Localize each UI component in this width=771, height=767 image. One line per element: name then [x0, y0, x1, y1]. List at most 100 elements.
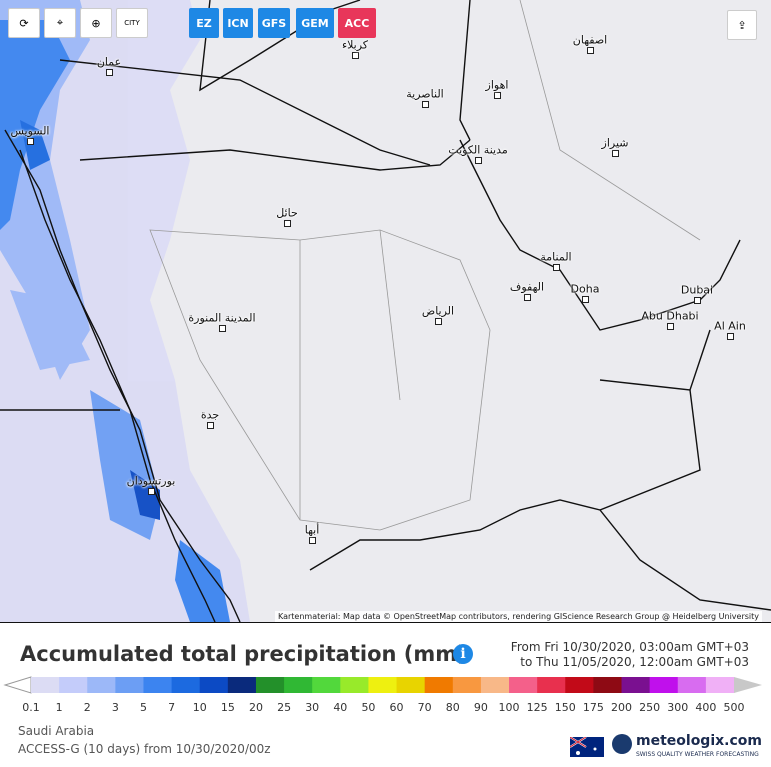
city-label: الرياض [421, 304, 455, 318]
colorbar-tick-label: 1 [56, 701, 63, 714]
city-label: جدة [200, 408, 220, 422]
colorbar-tick-label: 2 [84, 701, 91, 714]
locate-button[interactable]: ⌖ [44, 8, 76, 38]
colorbar-tick-label: 250 [639, 701, 660, 714]
colorbar-under [3, 676, 32, 694]
city-marker [27, 138, 34, 145]
colorbar-segment [565, 677, 594, 693]
city-label: Dubai [680, 283, 714, 297]
colorbar-segment [396, 677, 426, 693]
colorbar-segment [705, 677, 735, 693]
legend-title: Accumulated total precipitation (mm) [20, 642, 467, 666]
colorbar-tick-label: 175 [583, 701, 604, 714]
city-label: مدينة الكويت [448, 143, 508, 157]
city-label: اهواز [485, 78, 509, 92]
zoom-button[interactable]: ⊕ [80, 8, 112, 38]
colorbar-segment [31, 677, 60, 693]
city-marker [219, 325, 226, 332]
city-marker [524, 294, 531, 301]
refresh-button[interactable]: ⟳ [8, 8, 40, 38]
colorbar-tick-label: 3 [112, 701, 119, 714]
model-button[interactable]: GFS [258, 8, 290, 38]
city-marker [612, 150, 619, 157]
city-marker [422, 101, 429, 108]
city-marker [207, 422, 214, 429]
city-marker [284, 220, 291, 227]
colorbar-segment [143, 677, 173, 693]
colorbar-segment [340, 677, 369, 693]
flag-icon [570, 737, 604, 757]
model-button[interactable]: ICN [223, 8, 253, 38]
colorbar-segment [677, 677, 707, 693]
attribution: Kartenmaterial: Map data © OpenStreetMap… [274, 611, 762, 622]
colorbar-segment [424, 677, 454, 693]
city-label: Doha [570, 282, 600, 296]
precipitation [0, 0, 250, 622]
colorbar-tick-label: 40 [333, 701, 347, 714]
city-button[interactable]: CITY [116, 8, 148, 38]
map-graphics [0, 0, 771, 622]
city-label: حائل [276, 206, 298, 220]
colorbar-segment [509, 677, 538, 693]
colorbar-tick-label: 0.1 [22, 701, 40, 714]
city-marker [106, 69, 113, 76]
colorbar-segment [87, 677, 116, 693]
colorbar-tick-label: 50 [361, 701, 375, 714]
city-marker [553, 264, 560, 271]
date-to: to Thu 11/05/2020, 12:00am GMT+03 [520, 655, 749, 669]
colorbar-tick-label: 20 [249, 701, 263, 714]
colorbar-tick-label: 125 [527, 701, 548, 714]
colorbar-tick-label: 70 [418, 701, 432, 714]
city-marker [494, 92, 501, 99]
city-label: شيراز [601, 136, 629, 150]
city-label: Abu Dhabi [641, 309, 699, 323]
colorbar-segment [312, 677, 341, 693]
city-label: المدينة المنورة [188, 311, 256, 325]
colorbar-tick-label: 7 [168, 701, 175, 714]
info-icon[interactable]: i [453, 644, 473, 664]
colorbar-tick-label: 5 [140, 701, 147, 714]
colorbar-over [734, 677, 762, 693]
colorbar-tick-label: 100 [499, 701, 520, 714]
colorbar-segment [284, 677, 313, 693]
colorbar-segment [537, 677, 566, 693]
city-label: بورتسودان [126, 474, 176, 488]
model-run: ACCESS-G (10 days) from 10/30/2020/00z [18, 742, 271, 756]
colorbar-tick-label: 200 [611, 701, 632, 714]
city-marker [667, 323, 674, 330]
model-button[interactable]: ACC [338, 8, 376, 38]
colorbar-tick-label: 25 [277, 701, 291, 714]
colorbar-tick-label: 500 [724, 701, 745, 714]
brand-logo [612, 734, 632, 754]
city-marker [352, 52, 359, 59]
city-label: الهفوف [509, 280, 545, 294]
colorbar-segment [227, 677, 257, 693]
colorbar-tick-label: 150 [555, 701, 576, 714]
city-label: أبها [304, 523, 320, 537]
city-label: المنامة [540, 250, 572, 264]
colorbar-tick-label: 60 [390, 701, 404, 714]
map-frame [0, 622, 771, 623]
admin-borders [149, 0, 701, 531]
coastlines-borders [0, 0, 771, 622]
date-from: From Fri 10/30/2020, 03:00am GMT+03 [510, 640, 749, 654]
region: Saudi Arabia [18, 724, 95, 738]
colorbar-segment [621, 677, 651, 693]
city-label: عمان [96, 55, 122, 69]
colorbar-segment [199, 677, 229, 693]
colorbar-tick-label: 90 [474, 701, 488, 714]
colorbar-segment [368, 677, 398, 693]
city-marker [727, 333, 734, 340]
share-button[interactable]: ⇪ [727, 10, 757, 40]
city-label: السويس [10, 124, 50, 138]
city-marker [148, 488, 155, 495]
colorbar-tick-label: 300 [667, 701, 688, 714]
city-marker [309, 537, 316, 544]
city-marker [435, 318, 442, 325]
model-button[interactable]: GEM [296, 8, 334, 38]
colorbar-tick-label: 80 [446, 701, 460, 714]
colorbar-segment [649, 677, 679, 693]
city-marker [587, 47, 594, 54]
model-button[interactable]: EZ [189, 8, 219, 38]
